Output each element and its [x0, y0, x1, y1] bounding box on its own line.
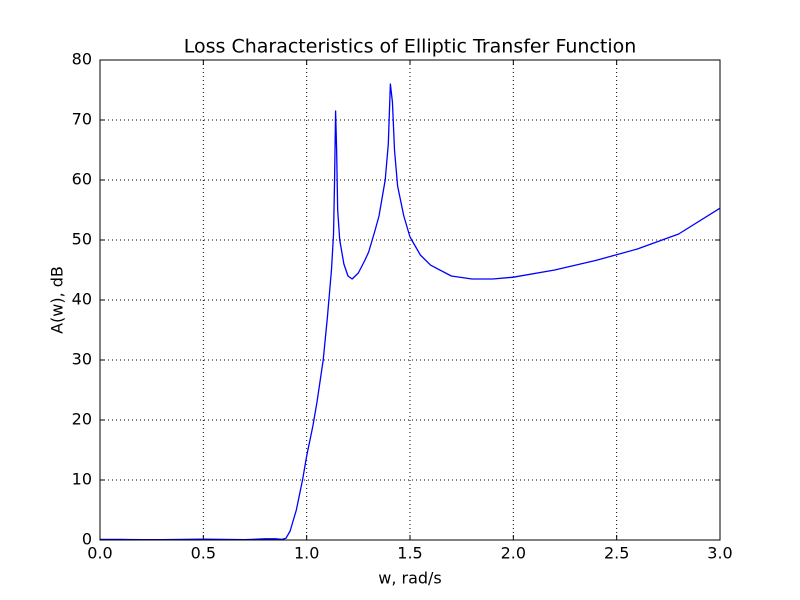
- y-tick-label: 40: [72, 290, 92, 309]
- y-tick-label: 70: [72, 110, 92, 129]
- y-tick-label: 80: [72, 50, 92, 69]
- x-tick-label: 2.0: [501, 544, 526, 563]
- x-tick-label: 0.0: [87, 544, 112, 563]
- x-tick-label: 2.5: [604, 544, 629, 563]
- y-tick-label: 60: [72, 170, 92, 189]
- x-axis-label: w, rad/s: [378, 569, 442, 588]
- x-tick-label: 0.5: [191, 544, 216, 563]
- chart-title: Loss Characteristics of Elliptic Transfe…: [184, 36, 637, 58]
- y-axis-label: A(w), dB: [48, 266, 67, 334]
- y-tick-label: 20: [72, 410, 92, 429]
- y-tick-label: 0: [82, 530, 92, 549]
- plot-frame: [99, 59, 721, 541]
- x-tick-label: 3.0: [707, 544, 732, 563]
- data-line: [100, 83, 721, 541]
- x-tick-label: 1.5: [397, 544, 422, 563]
- x-tick-label: 1.0: [294, 544, 319, 563]
- y-tick-label: 50: [72, 230, 92, 249]
- y-tick-label: 30: [72, 350, 92, 369]
- y-tick-label: 10: [72, 470, 92, 489]
